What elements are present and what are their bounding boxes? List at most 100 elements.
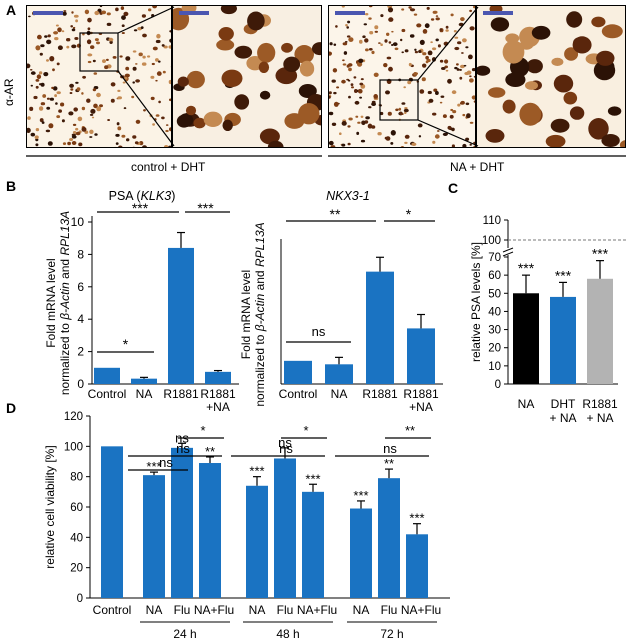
cell-nucleus	[342, 42, 348, 46]
cell-nucleus	[281, 42, 293, 53]
cell-nucleus	[469, 121, 474, 124]
cell-nucleus	[336, 86, 340, 89]
y-axis-label: Fold mRNA levelnormalized to β-Actin and…	[239, 222, 267, 406]
cell-nucleus	[132, 135, 137, 139]
y-axis-label: relative cell viability [%]	[43, 445, 57, 568]
cell-nucleus	[331, 79, 336, 83]
cell-nucleus	[109, 40, 113, 44]
cell-nucleus	[404, 134, 410, 139]
cell-nucleus	[460, 17, 465, 22]
significance-label: *	[123, 336, 129, 352]
cell-nucleus	[450, 13, 454, 17]
zoom-line	[117, 70, 175, 147]
cell-nucleus	[419, 89, 425, 94]
cell-nucleus	[469, 143, 472, 146]
cell-nucleus	[27, 116, 31, 120]
x-tick-label: +NA	[409, 400, 433, 414]
cell-nucleus	[99, 104, 103, 108]
cell-nucleus	[435, 38, 439, 42]
cell-nucleus	[469, 9, 472, 13]
cell-nucleus	[140, 26, 144, 29]
cell-nucleus	[399, 111, 403, 116]
x-tick-label: +NA	[206, 400, 230, 414]
bar	[101, 446, 123, 598]
significance-label: ns	[279, 441, 293, 456]
cell-nucleus	[471, 68, 475, 72]
cell-nucleus	[442, 114, 447, 118]
cell-nucleus	[126, 138, 130, 142]
cell-nucleus	[46, 97, 50, 100]
y-tick-label: 4	[77, 312, 84, 326]
cell-nucleus	[332, 68, 338, 73]
y-tick-label: 100	[482, 235, 501, 247]
cell-nucleus	[53, 31, 59, 35]
cell-nucleus	[71, 11, 74, 14]
cell-nucleus	[403, 108, 409, 113]
cell-nucleus	[466, 70, 472, 75]
cell-nucleus	[115, 7, 119, 12]
cell-nucleus	[388, 41, 392, 44]
significance-label: ***	[518, 260, 535, 276]
cell-nucleus	[439, 101, 443, 104]
cell-nucleus	[67, 141, 71, 146]
y-tick-label: 120	[64, 411, 83, 423]
cell-nucleus	[350, 83, 354, 86]
cell-nucleus	[82, 75, 86, 79]
cell-nucleus	[434, 134, 440, 139]
cell-nucleus	[29, 69, 33, 71]
x-tick-label: NA	[249, 603, 266, 617]
axis-break-mark	[502, 247, 514, 253]
cell-nucleus	[39, 52, 43, 56]
chart-psa: PSA (KLK3) Fold mRNA levelnormalized to β…	[44, 189, 239, 414]
x-tick-label: + NA	[586, 411, 613, 425]
panel-letter-b: B	[6, 178, 17, 194]
cell-nucleus	[66, 45, 70, 49]
cell-nucleus	[30, 84, 33, 87]
cell-nucleus	[371, 50, 375, 55]
cell-nucleus	[333, 43, 337, 46]
y-tick-label: 60	[70, 502, 83, 514]
cell-nucleus	[341, 121, 347, 126]
cell-nucleus	[96, 92, 101, 98]
cell-nucleus	[163, 145, 169, 147]
cell-nucleus	[426, 58, 431, 63]
cell-nucleus	[386, 32, 390, 36]
cell-nucleus	[119, 55, 123, 58]
cell-nucleus	[385, 90, 390, 95]
cell-nucleus	[62, 11, 67, 16]
cell-nucleus	[71, 135, 77, 139]
significance-label: ***	[305, 471, 320, 486]
cell-nucleus	[454, 36, 459, 39]
cell-nucleus	[367, 123, 373, 129]
cell-nucleus	[99, 6, 103, 8]
cell-nucleus	[234, 94, 250, 110]
cell-nucleus	[551, 57, 564, 66]
cell-nucleus	[54, 94, 57, 98]
cell-nucleus	[283, 56, 301, 72]
cell-nucleus	[257, 42, 276, 63]
cell-nucleus	[607, 106, 622, 116]
cell-nucleus	[383, 63, 388, 68]
cell-nucleus	[89, 129, 94, 134]
cell-nucleus	[473, 75, 475, 78]
cell-nucleus	[333, 101, 339, 107]
y-tick-label: 8	[77, 247, 84, 261]
cell-nucleus	[298, 84, 317, 98]
cell-nucleus	[409, 34, 415, 38]
cell-nucleus	[68, 111, 74, 116]
cell-nucleus	[459, 68, 462, 71]
micrograph-control-zoom	[172, 5, 322, 148]
cell-nucleus	[395, 108, 399, 112]
cell-nucleus	[72, 123, 77, 126]
bar	[205, 371, 231, 384]
cell-nucleus	[118, 145, 123, 147]
cell-nucleus	[45, 129, 51, 133]
cell-nucleus	[41, 121, 45, 124]
cell-nucleus	[445, 69, 449, 72]
cell-nucleus	[329, 91, 332, 95]
cell-nucleus	[346, 35, 351, 38]
y-tick-label: 30	[488, 325, 501, 337]
cell-nucleus	[469, 78, 474, 83]
cell-nucleus	[380, 14, 384, 18]
cell-nucleus	[104, 65, 109, 70]
